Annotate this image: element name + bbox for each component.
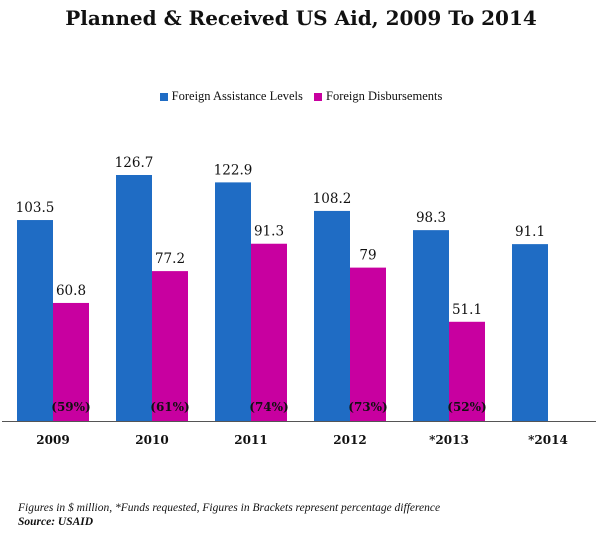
bar-assistance — [17, 220, 53, 421]
bar-assistance — [512, 244, 548, 421]
percent-label: (73%) — [348, 400, 387, 414]
bar-disbursement — [449, 321, 485, 421]
bar-assistance — [116, 175, 152, 421]
percent-label: (61%) — [150, 400, 189, 414]
legend-item-disbursements: Foreign Disbursements — [314, 89, 442, 104]
percent-label: (52%) — [447, 400, 486, 414]
value-label-disbursement: 79 — [359, 248, 376, 264]
value-label-disbursement: 91.3 — [254, 224, 284, 240]
value-label-assistance: 126.7 — [115, 155, 154, 171]
bar-disbursement — [350, 267, 386, 421]
x-tick-label: 2010 — [135, 433, 168, 447]
x-tick-label: 2009 — [36, 433, 69, 447]
legend: Foreign Assistance Levels Foreign Disbur… — [0, 89, 602, 105]
x-tick-label: 2012 — [333, 433, 366, 447]
bar-disbursement — [53, 302, 89, 421]
legend-label-assistance: Foreign Assistance Levels — [171, 89, 303, 103]
bar-assistance — [413, 230, 449, 421]
chart-title: Planned & Received US Aid, 2009 To 2014 — [65, 6, 537, 30]
value-label-assistance: 103.5 — [16, 200, 55, 216]
bar-assistance — [215, 182, 251, 421]
percent-label: (74%) — [249, 400, 288, 414]
value-label-disbursement: 51.1 — [452, 302, 482, 318]
legend-item-assistance: Foreign Assistance Levels — [159, 89, 303, 104]
bar-chart: 103.5 60.8 (59%) 2009 126.7 77.2 (61%) 2010 122.… — [2, 155, 596, 447]
value-label-disbursement: 77.2 — [155, 251, 185, 267]
legend-label-disbursements: Foreign Disbursements — [326, 89, 443, 103]
footnote: Figures in $ million, *Funds requested, … — [18, 502, 441, 514]
bar-assistance — [314, 210, 350, 421]
legend-swatch-assistance — [159, 92, 168, 101]
percent-label: (59%) — [51, 400, 90, 414]
value-label-assistance: 108.2 — [313, 191, 352, 207]
x-tick-label: *2014 — [528, 433, 568, 447]
bar-disbursement — [251, 243, 287, 421]
value-label-assistance: 98.3 — [416, 210, 446, 226]
x-tick-label: *2013 — [429, 433, 469, 447]
value-label-disbursement: 60.8 — [56, 283, 86, 299]
x-tick-label: 2011 — [234, 433, 267, 447]
source-note: Source: USAID — [18, 516, 94, 528]
legend-swatch-disbursements — [314, 92, 323, 101]
value-label-assistance: 91.1 — [515, 224, 545, 240]
bar-disbursement — [152, 271, 188, 421]
value-label-assistance: 122.9 — [214, 162, 253, 178]
